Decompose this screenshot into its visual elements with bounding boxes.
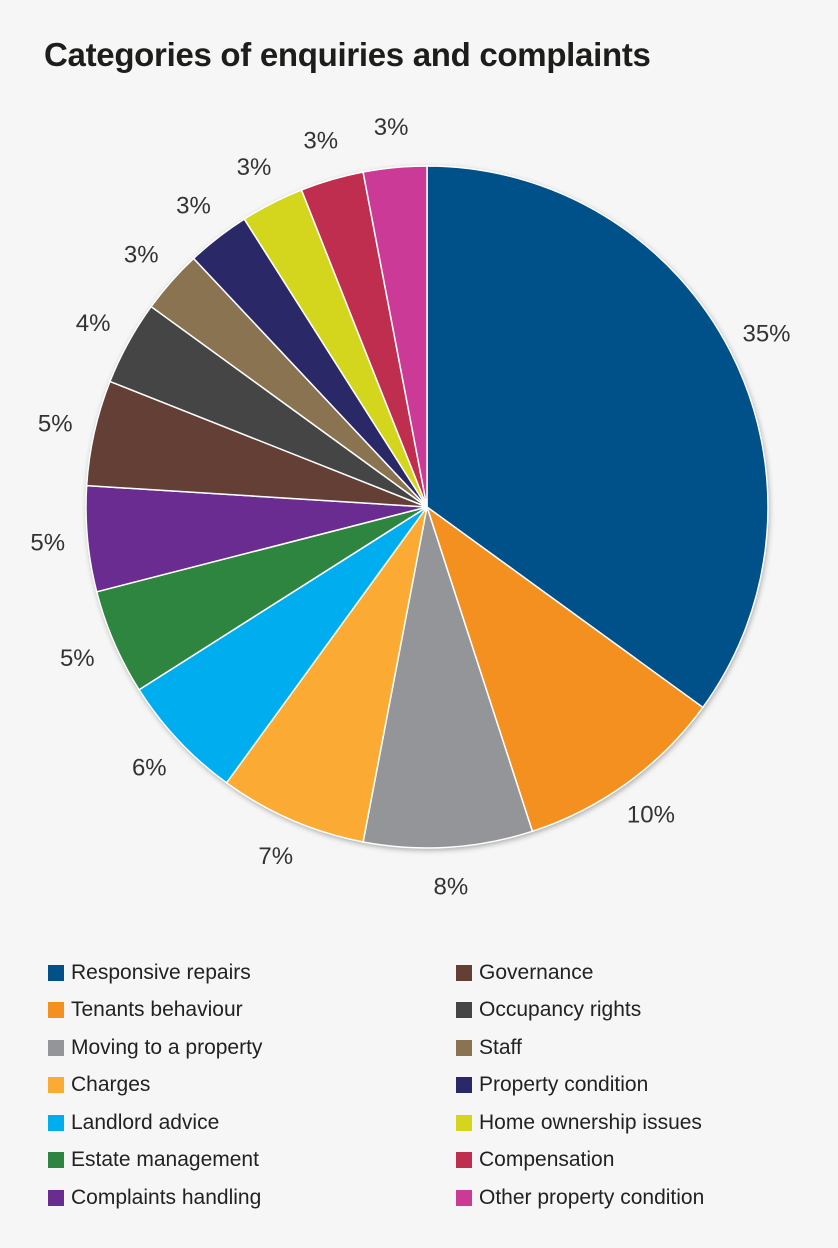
slice-label-10: 3% [176,193,211,220]
slice-label-2: 8% [434,874,469,901]
slice-label-8: 4% [76,310,111,337]
legend-label: Landlord advice [71,1110,220,1134]
legend-swatch [456,1077,472,1094]
legend-column-left: Responsive repairs Tenants behaviour Movin… [48,954,262,1217]
legend-label: Staff [479,1035,522,1059]
legend-swatch [48,1114,64,1131]
pie-slice-4 [138,506,428,784]
legend-swatch [48,1152,64,1169]
pie-slice-1 [425,505,704,833]
legend-label: Governance [479,960,594,984]
legend-item: Governance [456,954,704,992]
legend-label: Estate management [71,1148,259,1172]
legend-item: Landlord advice [48,1104,262,1142]
legend-label: Moving to a property [71,1035,263,1059]
legend-swatch [456,1114,472,1131]
legend-swatch [456,1189,472,1206]
chart-title: Categories of enquiries and complaints [44,36,651,73]
legend-item: Estate management [48,1142,262,1180]
legend-swatch [48,1189,64,1206]
legend-item: Responsive repairs [48,954,262,992]
slice-label-6: 5% [30,529,65,556]
legend-label: Home ownership issues [479,1110,702,1134]
legend-label: Charges [71,1073,151,1097]
legend-item: Compensation [456,1142,704,1180]
legend-swatch [48,1039,64,1056]
legend-column-right: Governance Occupancy rights Staff Property … [456,954,704,1217]
slice-label-5: 5% [60,645,95,672]
legend-item: Complaints handling [48,1179,262,1217]
legend-label: Tenants behaviour [71,998,243,1022]
legend-swatch [456,964,472,981]
pie-slice-3 [225,506,428,843]
legend-swatch [456,1002,472,1019]
slice-label-1: 10% [627,802,675,829]
legend-swatch [48,1002,64,1019]
slice-label-0: 35% [742,321,790,348]
legend-item: Staff [456,1029,704,1067]
legend-label: Responsive repairs [71,960,251,984]
slice-label-9: 3% [124,242,159,269]
slice-label-3: 7% [258,843,293,870]
legend-item: Other property condition [456,1179,704,1217]
legend-item: Tenants behaviour [48,992,262,1030]
legend-label: Compensation [479,1148,615,1172]
pie-chart: 35% 10% 8% 7% 6% 5% 5% 5% 4% 3% 3% 3% 3% 3% [30,114,790,901]
legend-swatch [48,964,64,981]
legend-swatch [456,1039,472,1056]
pie-slice-13 [362,165,428,508]
legend-item: Moving to a property [48,1029,262,1067]
legend-label: Other property condition [479,1185,705,1209]
legend-item: Property condition [456,1067,704,1105]
legend-label: Property condition [479,1073,649,1097]
legend-item: Occupancy rights [456,992,704,1030]
legend-item: Home ownership issues [456,1104,704,1142]
slice-label-4: 6% [132,754,167,781]
slice-label-7: 5% [38,410,73,437]
pie-slice-0 [426,165,769,709]
slice-label-12: 3% [303,128,338,155]
pie-slice-2 [362,506,534,849]
slice-label-13: 3% [374,114,409,141]
legend-label: Complaints handling [71,1185,262,1209]
legend-swatch [456,1152,472,1169]
legend-label: Occupancy rights [479,998,642,1022]
legend-item: Charges [48,1067,262,1105]
slice-label-11: 3% [237,154,272,181]
legend-swatch [48,1077,64,1094]
